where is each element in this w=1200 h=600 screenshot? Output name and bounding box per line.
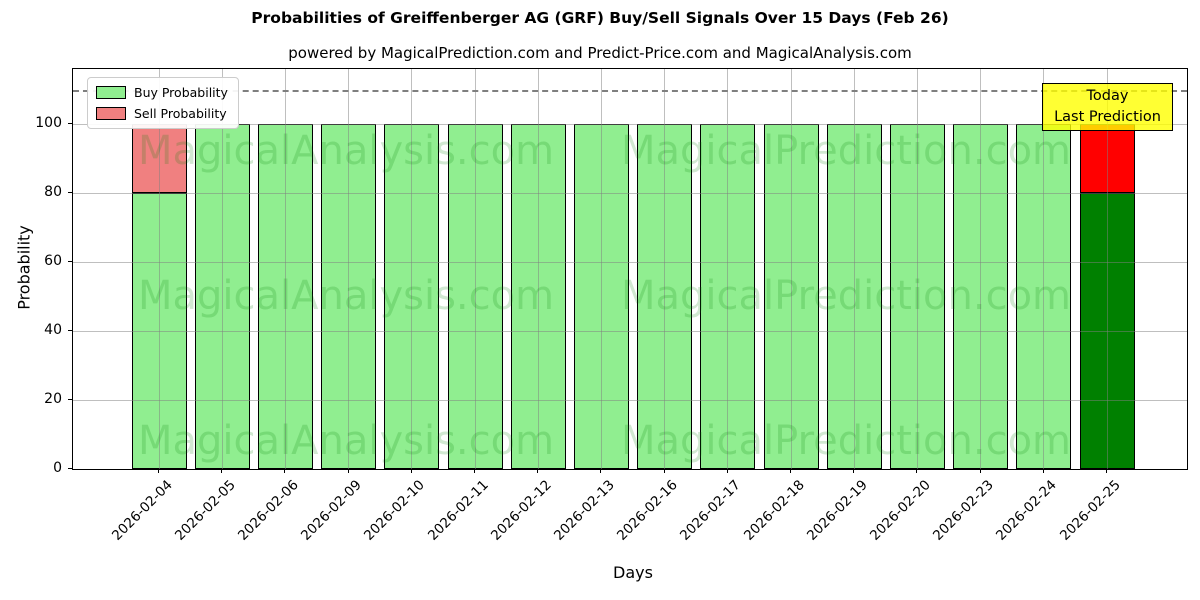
x-tick-label: 2026-02-17 xyxy=(677,477,745,544)
x-tick-label: 2026-02-09 xyxy=(298,477,365,544)
horizontal-grid-line xyxy=(73,261,1187,263)
x-tick-mark xyxy=(537,469,539,473)
y-tick-mark xyxy=(68,122,72,124)
horizontal-grid-line xyxy=(73,192,1187,194)
threshold-dashed-line xyxy=(73,89,1187,92)
y-tick-label: 60 xyxy=(44,253,62,269)
x-tick-label: 2026-02-05 xyxy=(171,477,239,544)
buy-swatch-icon xyxy=(96,86,126,99)
vertical-grid-line xyxy=(221,69,223,469)
plot-area: MagicalAnalysis.comMagicalPrediction.com… xyxy=(72,68,1188,470)
x-tick-label: 2026-02-19 xyxy=(803,477,871,544)
horizontal-grid-line xyxy=(73,399,1187,401)
horizontal-grid-line xyxy=(73,123,1187,125)
x-tick-label: 2026-02-06 xyxy=(234,477,302,544)
legend-item-buy: Buy Probability xyxy=(96,85,228,100)
legend-item-sell: Sell Probability xyxy=(96,106,228,121)
y-tick-label: 40 xyxy=(44,322,62,338)
x-tick-label: 2026-02-20 xyxy=(866,477,934,544)
x-tick-mark xyxy=(347,469,349,473)
legend-label-buy: Buy Probability xyxy=(134,85,228,100)
vertical-grid-line xyxy=(600,69,602,469)
x-tick-label: 2026-02-16 xyxy=(614,477,681,544)
vertical-grid-line xyxy=(980,69,982,469)
y-tick-label: 100 xyxy=(35,115,62,131)
horizontal-grid-line xyxy=(73,330,1187,332)
y-axis-title: Probability xyxy=(14,225,34,310)
x-tick-mark xyxy=(474,469,475,473)
x-axis-title: Days xyxy=(613,563,653,582)
chart-title: Probabilities of Greiffenberger AG (GRF)… xyxy=(251,9,949,27)
legend: Buy Probability Sell Probability xyxy=(87,77,239,129)
y-tick-mark xyxy=(68,260,72,262)
x-tick-mark xyxy=(916,469,918,473)
x-tick-mark xyxy=(726,469,728,473)
vertical-grid-line xyxy=(474,69,476,469)
vertical-grid-line xyxy=(664,69,666,469)
x-tick-mark xyxy=(221,469,223,473)
x-tick-label: 2026-02-04 xyxy=(108,477,176,544)
today-annotation: Today Last Prediction xyxy=(1042,83,1173,131)
x-tick-label: 2026-02-11 xyxy=(424,477,492,544)
chart-subtitle: powered by MagicalPrediction.com and Pre… xyxy=(288,44,912,62)
x-tick-mark xyxy=(663,469,665,473)
x-tick-mark xyxy=(790,469,791,473)
y-tick-label: 80 xyxy=(44,184,62,200)
x-tick-mark xyxy=(1042,469,1044,473)
x-tick-label: 2026-02-25 xyxy=(1056,477,1124,544)
today-annotation-line1: Today xyxy=(1086,87,1129,104)
x-tick-label: 2026-02-12 xyxy=(487,477,555,544)
x-tick-mark xyxy=(284,469,286,473)
x-tick-mark xyxy=(600,469,602,473)
sell-swatch-icon xyxy=(96,107,126,120)
x-tick-label: 2026-02-24 xyxy=(993,477,1061,544)
x-tick-label: 2026-02-10 xyxy=(361,477,429,544)
today-annotation-line2: Last Prediction xyxy=(1054,109,1161,125)
x-tick-label: 2026-02-23 xyxy=(930,477,997,544)
y-tick-label: 0 xyxy=(53,460,62,476)
y-tick-label: 20 xyxy=(44,391,62,407)
x-tick-label: 2026-02-18 xyxy=(740,477,808,544)
x-tick-mark xyxy=(1106,469,1107,473)
vertical-grid-line xyxy=(158,69,160,469)
vertical-grid-line xyxy=(348,69,350,469)
x-tick-mark xyxy=(158,469,159,473)
x-tick-label: 2026-02-13 xyxy=(550,477,618,544)
vertical-grid-line xyxy=(790,69,792,469)
y-tick-mark xyxy=(68,398,72,400)
legend-label-sell: Sell Probability xyxy=(134,106,227,121)
vertical-grid-line xyxy=(411,69,413,469)
vertical-grid-line xyxy=(853,69,855,469)
y-tick-mark xyxy=(68,191,72,193)
vertical-grid-line xyxy=(916,69,918,469)
y-tick-mark xyxy=(68,329,72,331)
y-tick-mark xyxy=(68,467,72,469)
vertical-grid-line xyxy=(1043,69,1045,469)
vertical-grid-line xyxy=(537,69,539,469)
vertical-grid-line xyxy=(284,69,286,469)
x-tick-mark xyxy=(410,469,412,473)
x-tick-mark xyxy=(979,469,981,473)
vertical-grid-line xyxy=(727,69,729,469)
x-tick-mark xyxy=(853,469,855,473)
vertical-grid-line xyxy=(1106,69,1108,469)
